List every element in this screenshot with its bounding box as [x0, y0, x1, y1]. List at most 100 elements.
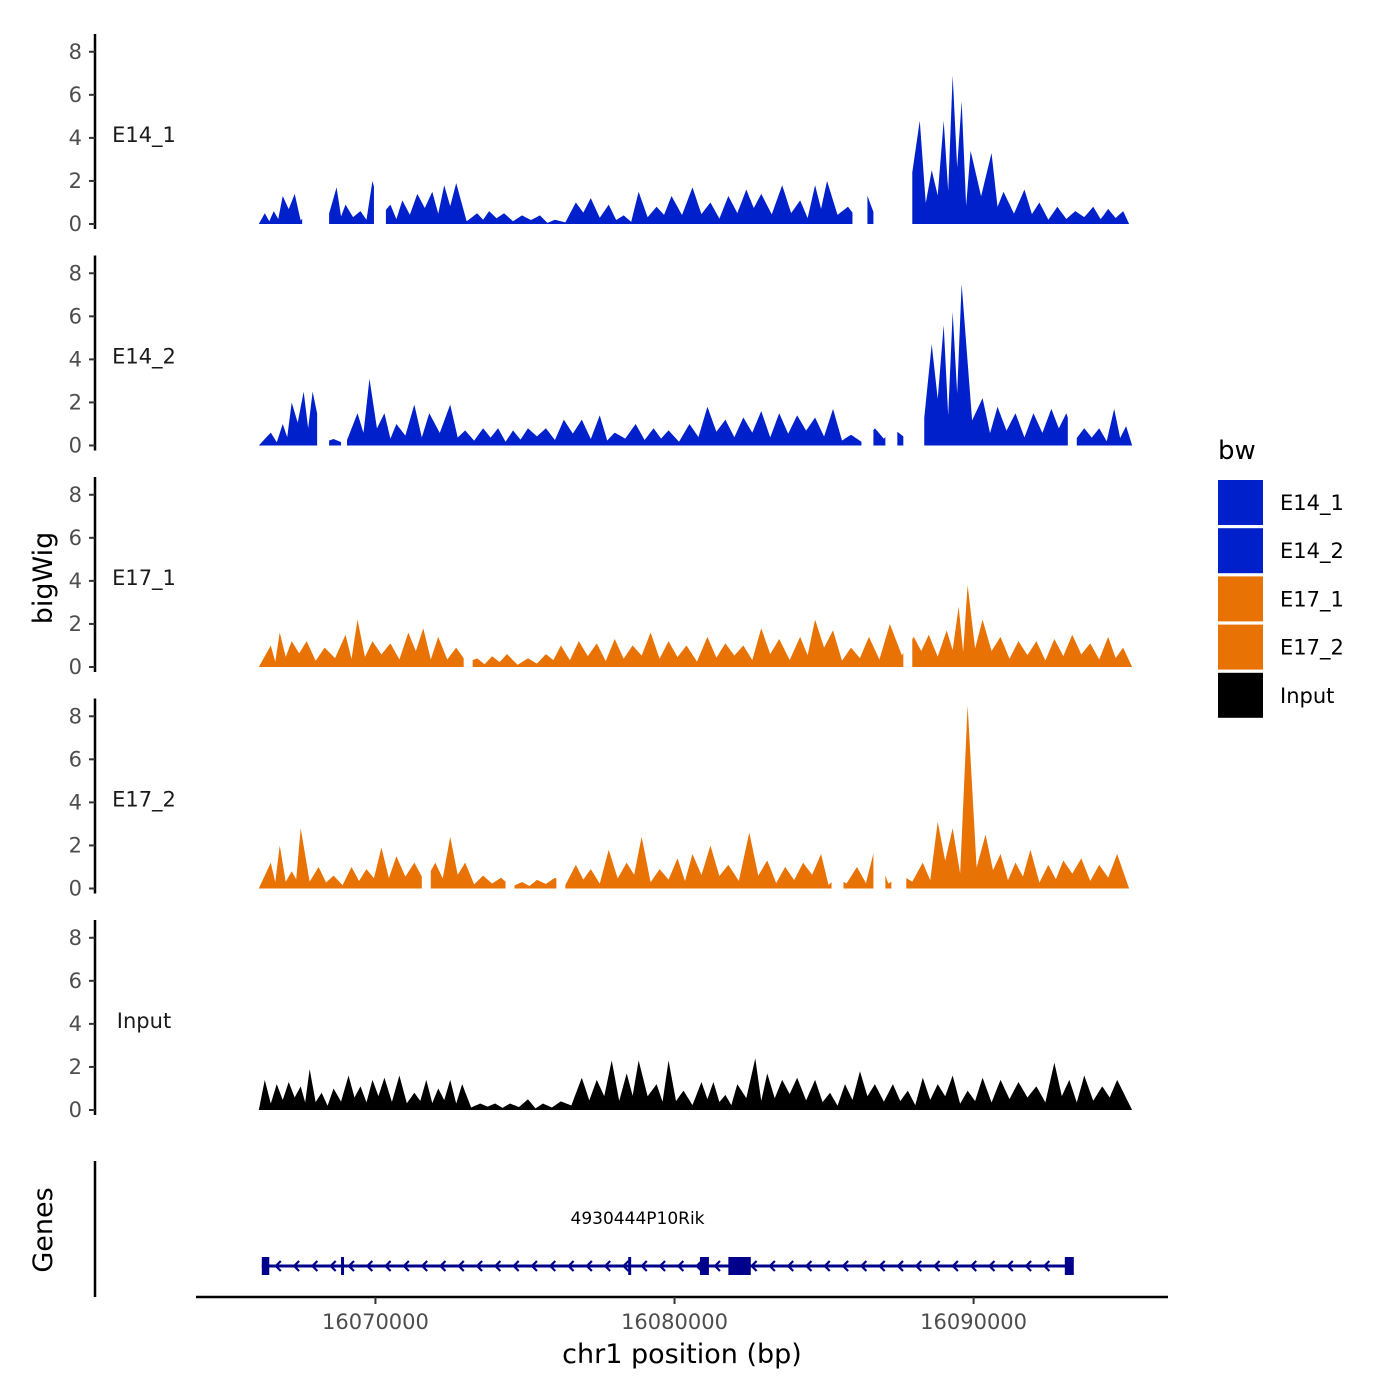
- y-tick-label: 0: [69, 877, 82, 901]
- strand-arrow: [1006, 1260, 1014, 1272]
- gene-exon: [261, 1257, 270, 1275]
- strand-arrow: [823, 1260, 831, 1272]
- legend-label-Input: Input: [1280, 684, 1334, 708]
- signal-area: [472, 619, 904, 667]
- gene-exon: [1064, 1257, 1074, 1275]
- signal-area: [385, 180, 853, 224]
- y-tick-label: 2: [69, 833, 82, 857]
- y-tick-label: 0: [69, 655, 82, 679]
- y-tick-label: 0: [69, 1098, 82, 1122]
- strand-arrow: [786, 1260, 794, 1272]
- strand-arrow: [933, 1260, 941, 1272]
- y-tick-label: 6: [69, 526, 82, 550]
- signal-area: [329, 180, 374, 224]
- y-tick-label: 8: [69, 483, 82, 507]
- signal-area: [873, 428, 886, 446]
- signal-area: [329, 439, 342, 446]
- track-label: Input: [117, 1009, 171, 1033]
- y-tick-label: 6: [69, 304, 82, 328]
- signal-area: [258, 193, 303, 224]
- signal-area: [906, 705, 1130, 889]
- strand-arrow: [750, 1260, 758, 1272]
- track-label: E14_2: [112, 345, 176, 370]
- strand-arrow: [640, 1260, 648, 1272]
- signal-area: [258, 828, 422, 889]
- strand-arrow: [768, 1260, 776, 1272]
- signal-area: [258, 619, 464, 667]
- strand-arrow: [512, 1260, 520, 1272]
- y-tick-label: 8: [69, 261, 82, 285]
- signal-area: [258, 1058, 1133, 1110]
- tracks-layer: 0 2 4 6 8 E14_1 0 2 4 6 8 E14_2 0 2 4 6 8 E17_1 0 2 4 6 8 E17_2…: [69, 34, 1133, 1122]
- strand-arrow: [878, 1260, 886, 1272]
- y-tick-label: 6: [69, 969, 82, 993]
- strand-arrow: [292, 1260, 300, 1272]
- strand-arrow: [951, 1260, 959, 1272]
- track-label: E14_1: [112, 123, 176, 148]
- strand-arrow: [585, 1260, 593, 1272]
- strand-arrow: [310, 1260, 319, 1272]
- signal-area: [258, 391, 318, 446]
- strand-arrow: [603, 1260, 611, 1272]
- track-label: E17_2: [112, 788, 176, 813]
- y-tick-label: 0: [69, 434, 82, 458]
- legend-swatch-E14_2: [1218, 528, 1263, 574]
- y-tick-label: 2: [69, 390, 82, 414]
- track-E14_1: 0 2 4 6 8 E14_1: [69, 34, 1130, 236]
- legend-swatch-E17_2: [1218, 624, 1263, 670]
- strand-arrow: [804, 1260, 813, 1272]
- strand-arrow: [1024, 1260, 1032, 1272]
- signal-area: [843, 853, 874, 889]
- track-label: E17_1: [112, 566, 176, 591]
- strand-arrow: [402, 1260, 410, 1272]
- signal-area: [347, 378, 862, 446]
- legend-swatch-E14_1: [1218, 480, 1263, 525]
- strand-arrow: [658, 1260, 666, 1272]
- y-tick-label: 6: [69, 83, 82, 107]
- x-tick-label: 16080000: [621, 1310, 728, 1334]
- strand-arrow: [969, 1260, 977, 1272]
- legend: bw E14_1 E14_2 E17_1 E17_2 Input: [1218, 436, 1344, 718]
- legend-label-E14_2: E14_2: [1280, 539, 1344, 564]
- signal-area: [867, 195, 874, 224]
- y-tick-label: 4: [69, 126, 82, 150]
- strand-arrow: [896, 1260, 904, 1272]
- gene-exon: [728, 1257, 751, 1275]
- y-tick-label: 2: [69, 612, 82, 636]
- legend-title: bw: [1218, 436, 1256, 466]
- legend-label-E17_1: E17_1: [1280, 587, 1344, 612]
- y-tick-label: 8: [69, 926, 82, 950]
- y-axis-title: bigWig: [28, 532, 59, 625]
- x-axis-title: chr1 position (bp): [562, 1339, 802, 1370]
- strand-arrow: [329, 1260, 337, 1272]
- y-tick-label: 2: [69, 1055, 82, 1079]
- strand-arrow: [384, 1260, 392, 1272]
- genes-axis-title: Genes: [28, 1187, 59, 1272]
- strand-arrow: [676, 1260, 685, 1272]
- signal-area: [924, 284, 1068, 446]
- strand-arrow: [475, 1260, 483, 1272]
- y-tick-label: 0: [69, 212, 82, 236]
- legend-label-E14_1: E14_1: [1280, 491, 1344, 516]
- strand-arrow: [1042, 1260, 1051, 1272]
- gene-exon: [699, 1257, 709, 1275]
- y-tick-label: 8: [69, 704, 82, 728]
- strand-arrow: [621, 1260, 630, 1272]
- x-axis: 16070000 16080000 16090000: [196, 1295, 1168, 1334]
- strand-arrow: [987, 1260, 996, 1272]
- gene-name-label: 4930444P10Rik: [571, 1209, 705, 1229]
- signal-area: [897, 431, 904, 446]
- strand-arrow: [347, 1260, 355, 1272]
- strand-arrow: [530, 1260, 538, 1272]
- x-tick-label: 16090000: [920, 1310, 1027, 1334]
- track-E17_2: 0 2 4 6 8 E17_2: [69, 698, 1130, 901]
- signal-area: [885, 875, 892, 889]
- signal-area: [912, 585, 1133, 667]
- y-tick-label: 4: [69, 347, 82, 371]
- y-tick-label: 2: [69, 169, 82, 193]
- strand-arrow: [841, 1260, 849, 1272]
- legend-swatch-Input: [1218, 672, 1263, 718]
- y-tick-label: 4: [69, 569, 82, 593]
